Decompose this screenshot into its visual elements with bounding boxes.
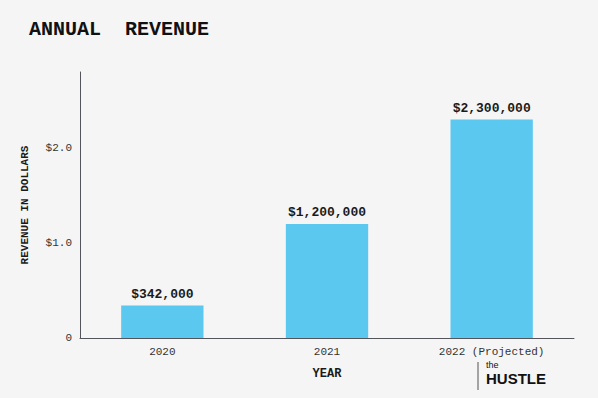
svg-text:$2.0: $2.0 <box>46 142 72 154</box>
svg-text:$342,000: $342,000 <box>131 287 194 302</box>
svg-text:0: 0 <box>65 332 72 344</box>
svg-text:YEAR: YEAR <box>313 367 343 381</box>
svg-text:2020: 2020 <box>149 346 175 358</box>
svg-text:$1,200,000: $1,200,000 <box>288 205 366 220</box>
svg-text:ANNUAL REVENUE: ANNUAL REVENUE <box>29 18 209 41</box>
svg-text:$2,300,000: $2,300,000 <box>453 101 531 116</box>
svg-text:the: the <box>486 360 499 370</box>
svg-text:REVENUE IN DOLLARS: REVENUE IN DOLLARS <box>19 145 31 264</box>
svg-text:2021: 2021 <box>314 346 341 358</box>
svg-text:HUSTLE: HUSTLE <box>486 370 546 387</box>
svg-text:2022 (Projected): 2022 (Projected) <box>439 346 545 358</box>
svg-text:$1.0: $1.0 <box>46 237 72 249</box>
